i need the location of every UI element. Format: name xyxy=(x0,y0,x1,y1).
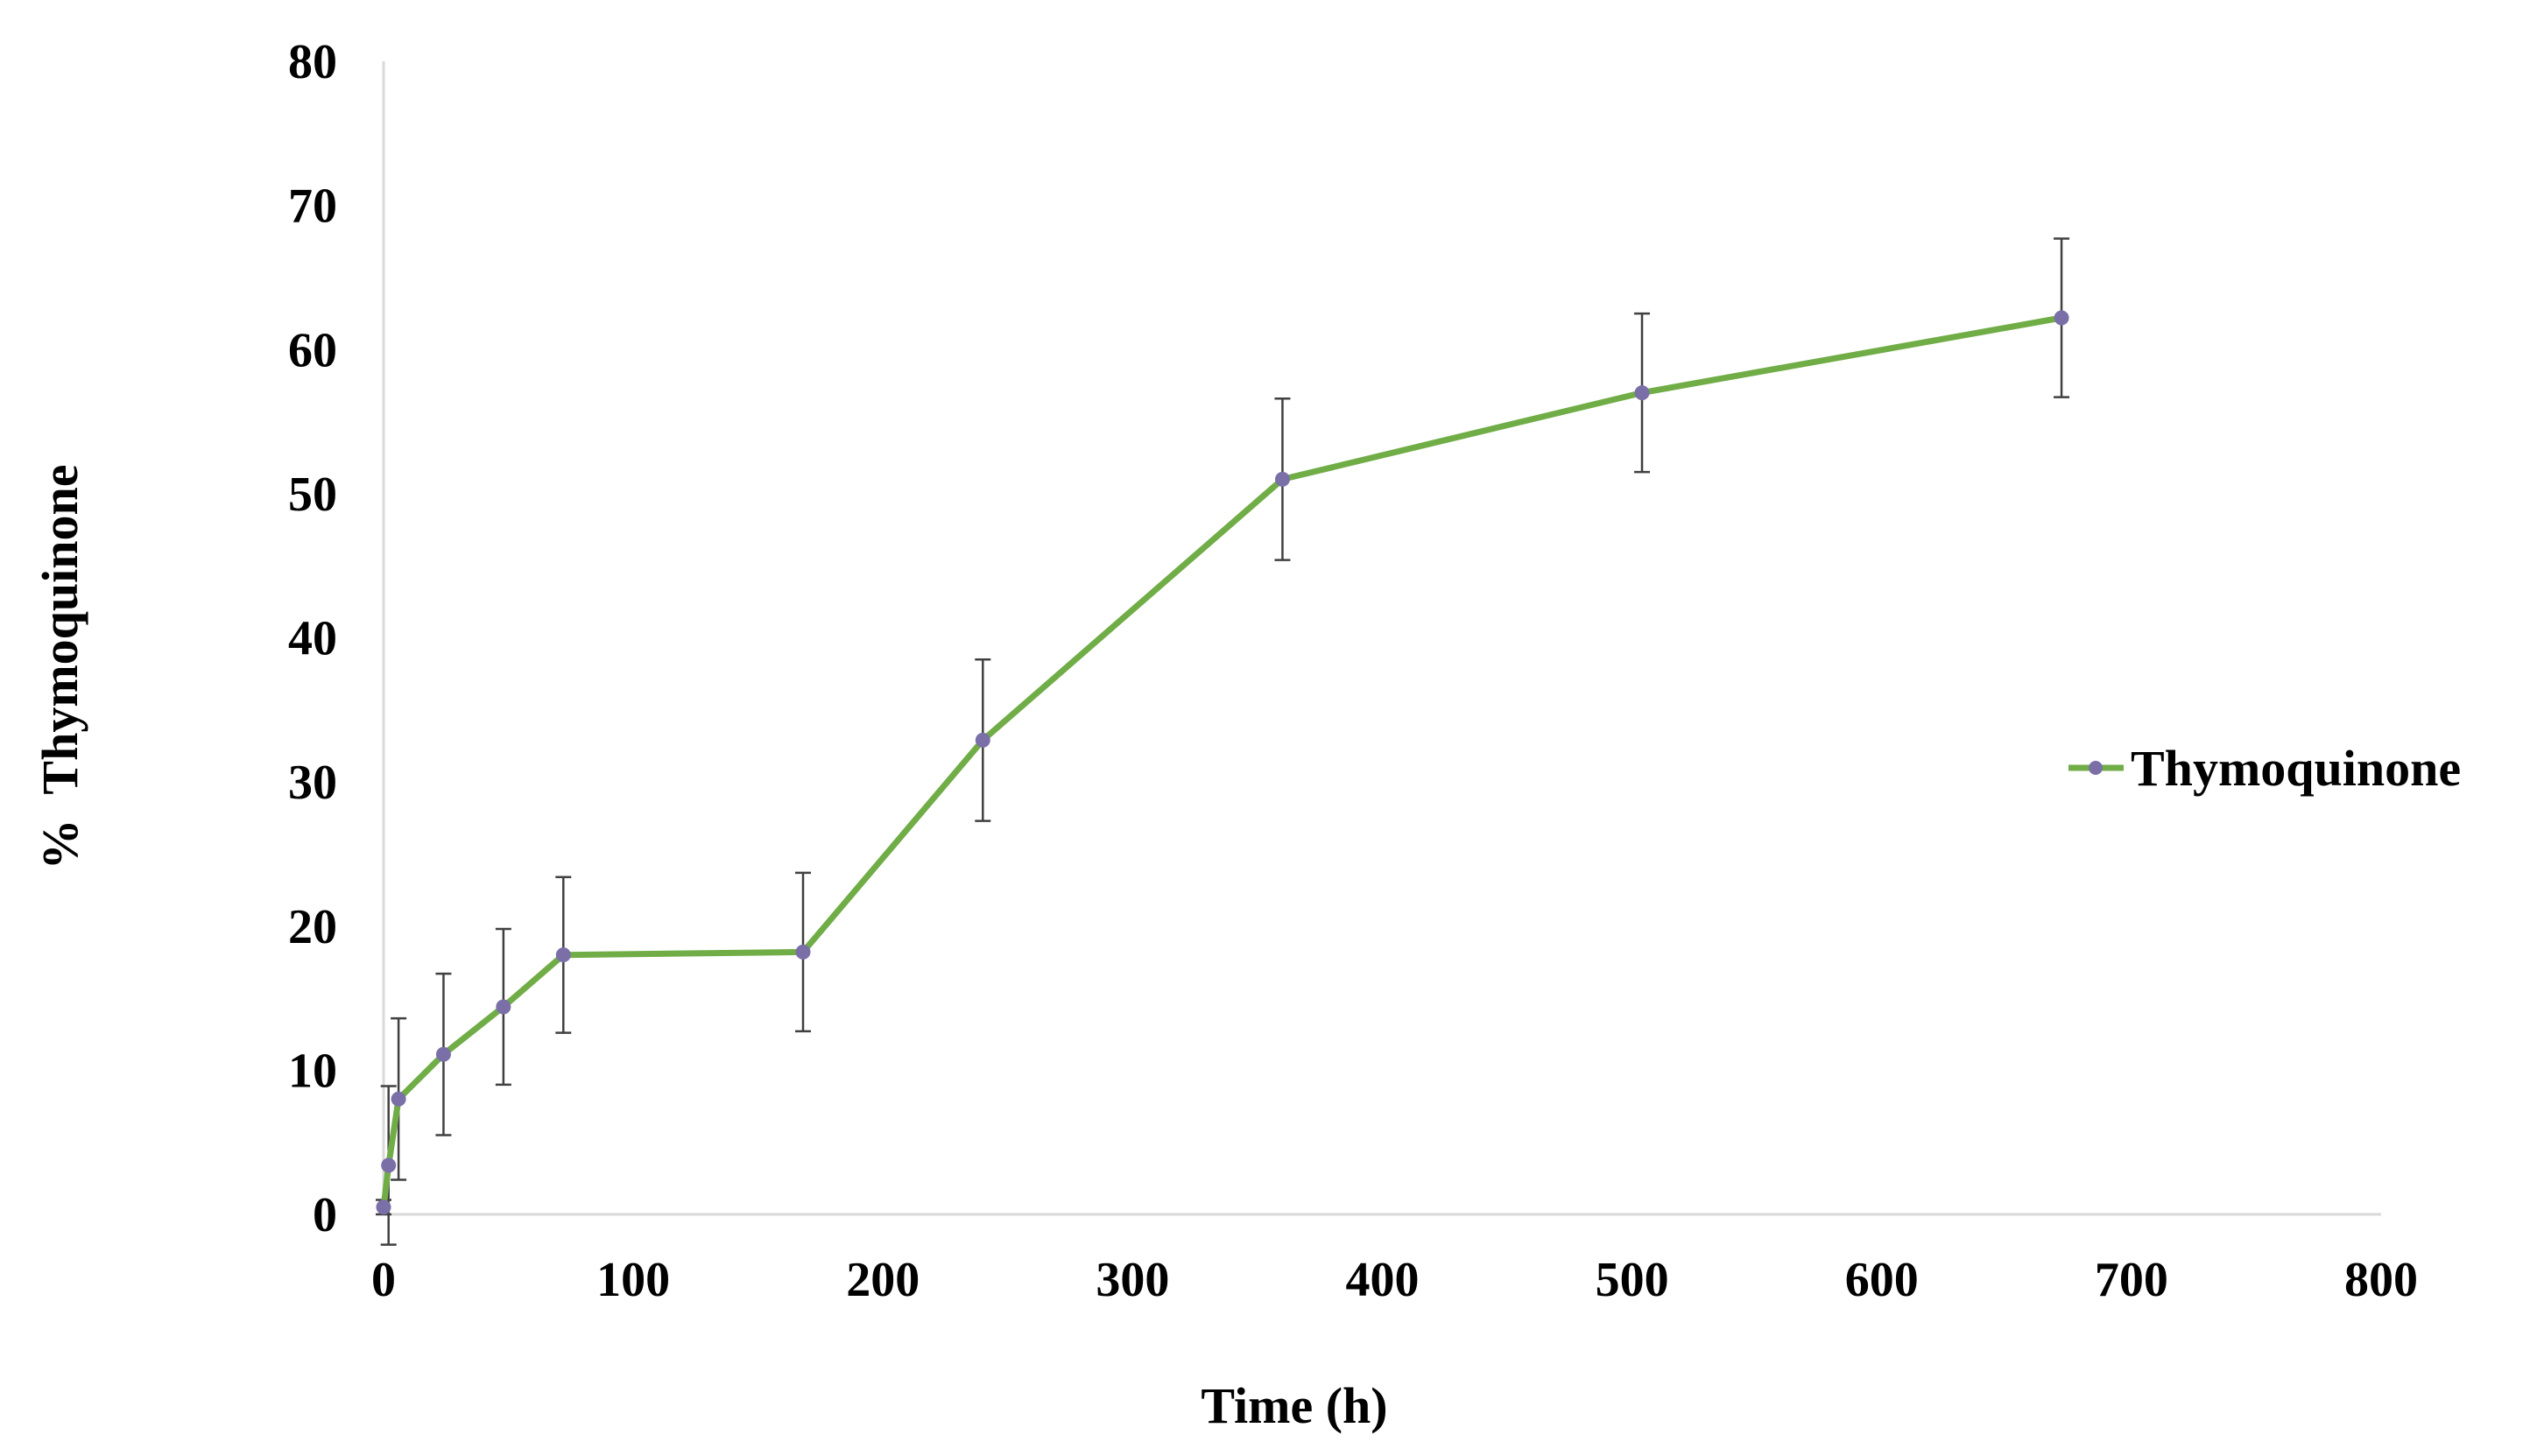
data-point xyxy=(1634,385,1650,401)
y-tick-label: 30 xyxy=(288,756,337,810)
y-tick-label: 50 xyxy=(288,468,337,522)
y-tick-label: 60 xyxy=(288,323,337,377)
y-tick-label: 80 xyxy=(288,35,337,89)
y-axis-title: % Thymoquinone xyxy=(32,464,88,869)
y-tick-label: 70 xyxy=(288,179,337,234)
series-markers xyxy=(376,310,2069,1215)
data-point xyxy=(435,1046,451,1062)
data-point xyxy=(376,1199,391,1215)
data-point xyxy=(2054,310,2069,326)
x-tick-label: 200 xyxy=(846,1253,920,1307)
x-tick-label: 0 xyxy=(371,1253,396,1307)
y-tick-label: 20 xyxy=(288,900,337,954)
data-point xyxy=(391,1091,406,1107)
series-line xyxy=(380,314,2065,1211)
x-tick-label: 300 xyxy=(1096,1253,1169,1307)
y-tick-label: 10 xyxy=(288,1044,337,1098)
y-tick-label: 0 xyxy=(313,1188,337,1242)
data-point xyxy=(381,1157,397,1173)
legend-marker xyxy=(2089,761,2103,775)
axes xyxy=(382,61,2381,1216)
x-tick-label: 400 xyxy=(1346,1253,1420,1307)
data-point xyxy=(1274,471,1290,487)
x-tick-label: 700 xyxy=(2095,1253,2168,1307)
series-lines xyxy=(380,314,2065,1211)
x-tick-label: 800 xyxy=(2344,1253,2418,1307)
legend-label: Thymoquinone xyxy=(2131,740,2461,797)
data-point xyxy=(555,947,571,963)
x-tick-label: 500 xyxy=(1596,1253,1669,1307)
data-point xyxy=(975,732,990,748)
x-axis-title: Time (h) xyxy=(1201,1377,1387,1434)
error-bars xyxy=(376,237,2070,1246)
data-point xyxy=(496,999,511,1015)
y-tick-label: 40 xyxy=(288,612,337,666)
tick-labels: 0 100 200 300 400 500 600 700 800 0 10 20 30 40 50 60 70… xyxy=(288,35,2418,1307)
data-point xyxy=(795,944,811,960)
x-tick-label: 600 xyxy=(1845,1253,1919,1307)
x-tick-label: 100 xyxy=(596,1253,670,1307)
legend: Thymoquinone xyxy=(2068,740,2461,797)
